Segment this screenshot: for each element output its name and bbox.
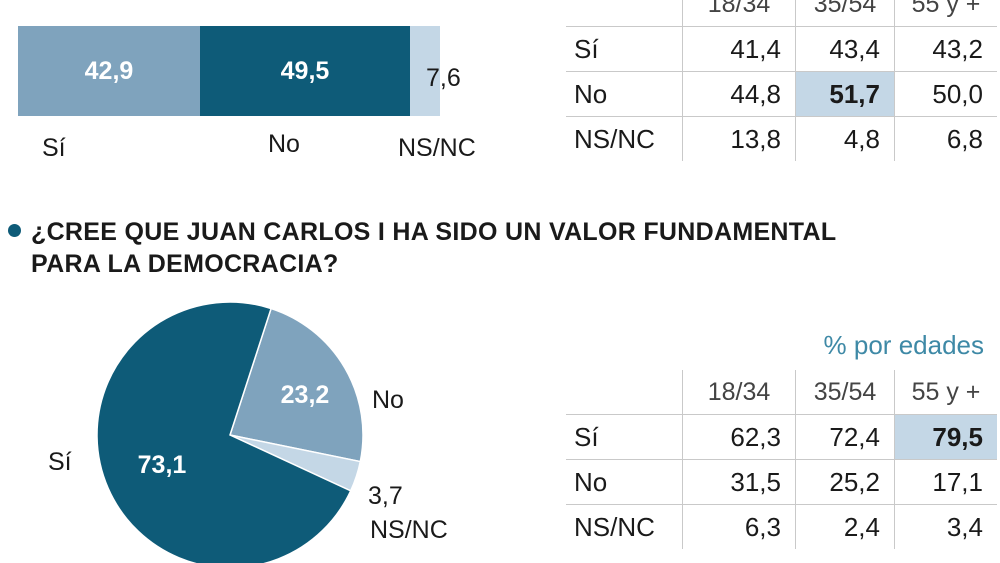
bar-category-no: No: [268, 130, 300, 158]
bar-category-nsnc: NS/NC: [398, 134, 476, 162]
table-subtitle: % por edades: [823, 330, 984, 360]
table-cell: 13,8: [682, 116, 796, 161]
col-header-35-54: 35/54: [795, 0, 895, 27]
table-row: NS/NC 6,3 2,4 3,4: [566, 504, 997, 549]
row-label: Sí: [566, 414, 683, 460]
table-cell: 72,4: [795, 414, 895, 460]
table-cell: 43,2: [894, 26, 997, 72]
table-cell: 41,4: [682, 26, 796, 72]
table-cell-highlight: 79,5: [894, 414, 997, 460]
col-header-55-plus: 55 y +: [894, 370, 997, 415]
question-text: ¿CREE QUE JUAN CARLOS I HA SIDO UN VALOR…: [31, 218, 836, 278]
table-cell: 31,5: [682, 459, 796, 505]
pie-value-si: 73,1: [138, 451, 187, 479]
bar-segment-si: 42,9: [18, 26, 200, 116]
bullet-icon: [8, 224, 21, 237]
col-header-18-34: 18/34: [682, 0, 796, 27]
table-row: No 44,8 51,7 50,0: [566, 71, 997, 117]
table-cell: 25,2: [795, 459, 895, 505]
age-table-bottom: 18/34 35/54 55 y + Sí 62,3 72,4 79,5 No …: [566, 370, 997, 549]
table-cell: 3,4: [894, 504, 997, 549]
bar-value-no: 49,5: [280, 56, 330, 85]
row-label: No: [566, 71, 683, 117]
table-cell: 44,8: [682, 71, 796, 117]
bar-category-si: Sí: [42, 134, 66, 162]
table-row: NS/NC 13,8 4,8 6,8: [566, 116, 997, 161]
question-title: ¿CREE QUE JUAN CARLOS I HA SIDO UN VALOR…: [8, 216, 911, 280]
table-cell: 4,8: [795, 116, 895, 161]
pie-category-nsnc: NS/NC: [370, 516, 448, 544]
row-label: NS/NC: [566, 116, 683, 161]
pie-slice-si: [96, 301, 352, 563]
col-header-18-34: 18/34: [682, 370, 796, 415]
pie-slice-no: [229, 307, 364, 463]
table-row: Sí 41,4 43,4 43,2: [566, 26, 997, 72]
col-header-35-54: 35/54: [795, 370, 895, 415]
table-cell: 43,4: [795, 26, 895, 72]
row-label: NS/NC: [566, 504, 683, 549]
pie-value-no: 23,2: [281, 381, 330, 409]
table-row: Sí 62,3 72,4 79,5: [566, 414, 997, 460]
table-cell: 62,3: [682, 414, 796, 460]
col-header-55-plus: 55 y +: [894, 0, 997, 27]
table-cell: 17,1: [894, 459, 997, 505]
table-cell: 2,4: [795, 504, 895, 549]
table-cell: 50,0: [894, 71, 997, 117]
table-cell: 6,8: [894, 116, 997, 161]
pie-category-si: Sí: [48, 448, 72, 476]
bar-segment-nsnc: [410, 26, 440, 116]
pie-chart: 73,1 23,2: [96, 301, 364, 563]
row-label: No: [566, 459, 683, 505]
table-row: No 31,5 25,2 17,1: [566, 459, 997, 505]
pie-category-no: No: [372, 386, 404, 414]
table-cell: 6,3: [682, 504, 796, 549]
bar-segment-no: 49,5: [200, 26, 410, 116]
age-table-top: 18/34 35/54 55 y + Sí 41,4 43,4 43,2 No …: [566, 0, 997, 161]
row-label: Sí: [566, 26, 683, 72]
bar-value-nsnc: 7,6: [426, 64, 461, 92]
pie-value-nsnc: 3,7: [368, 482, 403, 510]
table-cell-highlight: 51,7: [795, 71, 895, 117]
bar-value-si: 42,9: [84, 56, 134, 85]
